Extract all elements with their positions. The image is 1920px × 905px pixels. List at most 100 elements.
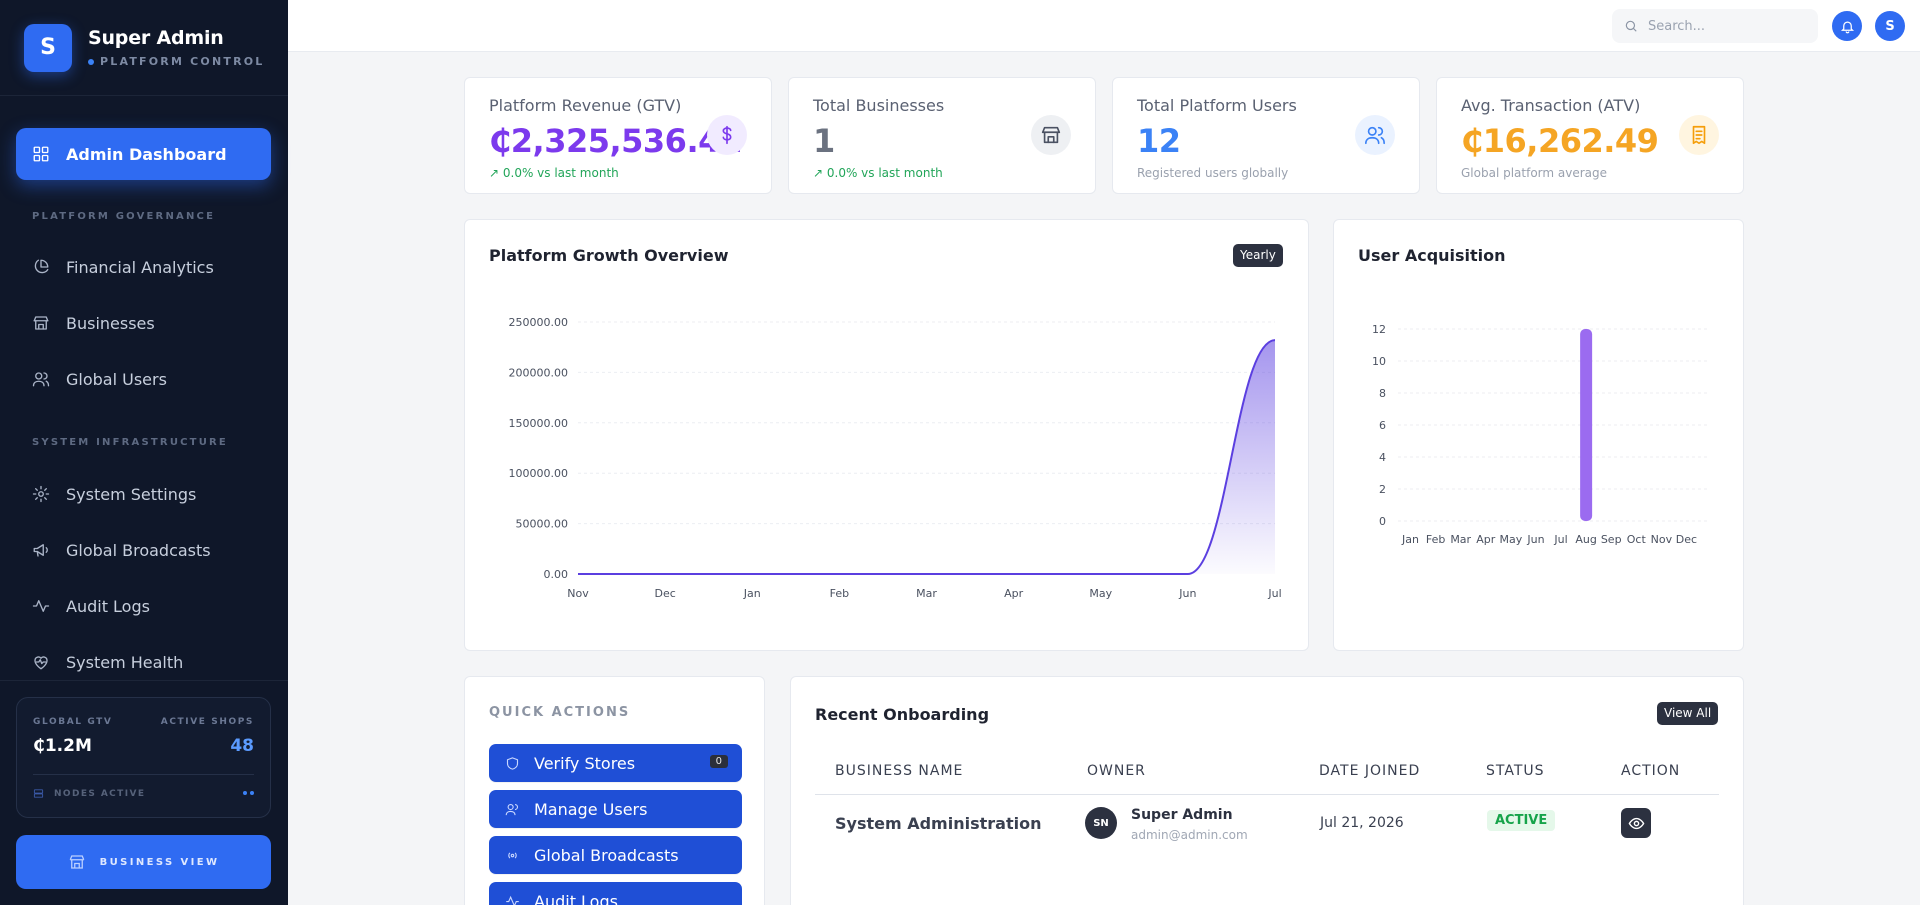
nav-section-platform-governance: PLATFORM GOVERNANCE [32, 211, 216, 222]
y-tick-label: 200000.00 [509, 366, 569, 379]
x-tick-label: Sep [1601, 533, 1622, 546]
brand: S Super Admin PLATFORM CONTROL [0, 0, 288, 96]
series-line [577, 339, 1276, 576]
megaphone-icon [32, 541, 50, 559]
x-tick-label: Mar [916, 587, 937, 600]
x-tick-label: Nov [1651, 533, 1673, 546]
kpi-trend: ↗ 0.0% vs last month [813, 166, 943, 180]
column-header-date[interactable]: DATE JOINED [1319, 763, 1421, 779]
x-tick-label: Feb [1426, 533, 1445, 546]
y-tick-label: 4 [1379, 451, 1386, 464]
pie-chart-icon [32, 258, 50, 276]
sidebar-item-label: Global Broadcasts [66, 540, 211, 560]
nodes-indicator [243, 791, 254, 795]
platform-stats-card: GLOBAL GTV ACTIVE SHOPS ₵1.2M 48 NODES A… [16, 697, 271, 818]
store-icon [1031, 115, 1071, 155]
sidebar-item-global-broadcasts[interactable]: Global Broadcasts [32, 535, 211, 565]
sidebar-item-label: Global Users [66, 369, 167, 389]
growth-chart-panel: Platform Growth Overview Yearly 0.00 5000… [464, 219, 1309, 651]
sidebar-item-audit-logs[interactable]: Audit Logs [32, 591, 150, 621]
notifications-button[interactable] [1832, 11, 1862, 41]
owner-name: Super Admin [1131, 807, 1233, 823]
y-tick-label: 100000.00 [509, 467, 569, 480]
owner-avatar: SN [1085, 807, 1117, 839]
global-broadcasts-button[interactable]: Global Broadcasts [489, 836, 742, 874]
x-tick-label: May [1500, 533, 1523, 546]
dollar-icon [707, 115, 747, 155]
activity-icon [506, 895, 519, 905]
sidebar-item-label: Businesses [66, 313, 155, 333]
x-tick-label: Jul [1267, 587, 1281, 600]
business-name: System Administration [835, 814, 1042, 833]
eye-icon [1628, 817, 1644, 829]
users-icon [1355, 115, 1395, 155]
view-all-button[interactable]: View All [1657, 702, 1719, 725]
receipt-icon [1679, 115, 1719, 155]
search-input[interactable] [1648, 18, 1798, 34]
yearly-toggle[interactable]: Yearly [1233, 244, 1283, 267]
brand-title: Super Admin [88, 27, 224, 49]
panel-title: User Acquisition [1358, 246, 1506, 265]
sidebar-item-label: System Health [66, 652, 184, 672]
shield-icon [506, 756, 519, 770]
users-icon [505, 803, 519, 815]
search-icon [1625, 20, 1637, 32]
column-header-action[interactable]: ACTION [1621, 763, 1681, 779]
kpi-card-atv: Avg. Transaction (ATV) ₵16,262.49 Global… [1436, 77, 1744, 194]
kpi-value: 1 [813, 122, 835, 160]
table-header-divider [815, 794, 1719, 795]
sidebar-item-system-health[interactable]: System Health [32, 647, 183, 677]
business-view-button[interactable]: BUSINESS VIEW [16, 835, 271, 889]
kpi-title: Total Platform Users [1137, 96, 1297, 115]
sidebar-item-admin-dashboard[interactable]: Admin Dashboard [16, 128, 271, 180]
y-tick-label: 12 [1372, 323, 1386, 336]
column-header-business[interactable]: BUSINESS NAME [835, 763, 964, 779]
x-tick-label: Apr [1004, 587, 1024, 600]
kpi-subtitle: Registered users globally [1137, 166, 1289, 180]
top-bar: S [288, 0, 1920, 52]
series-area [578, 340, 1275, 574]
user-avatar[interactable]: S [1875, 11, 1905, 41]
manage-users-button[interactable]: Manage Users [489, 790, 742, 828]
nodes-status: NODES ACTIVE [33, 788, 145, 799]
trend-up-icon: ↗ [813, 166, 827, 180]
sidebar-item-label: Financial Analytics [66, 257, 214, 277]
x-tick-label: Nov [567, 587, 589, 600]
audit-logs-button[interactable]: Audit Logs [489, 882, 742, 905]
x-tick-label: Jan [743, 587, 761, 600]
sidebar-item-label: System Settings [66, 484, 197, 504]
kpi-value: ₵16,262.49 [1461, 122, 1659, 160]
x-tick-label: Aug [1575, 533, 1596, 546]
x-tick-label: Dec [654, 587, 675, 600]
panel-title: Platform Growth Overview [489, 246, 729, 265]
global-gtv-value: ₵1.2M [33, 736, 92, 756]
y-tick-label: 150000.00 [509, 417, 569, 430]
status-badge: ACTIVE [1487, 810, 1556, 831]
activity-icon [32, 597, 50, 615]
grid-icon [32, 145, 50, 163]
panel-title: Recent Onboarding [815, 705, 990, 724]
column-header-status[interactable]: STATUS [1486, 763, 1545, 779]
view-business-button[interactable] [1621, 808, 1651, 838]
kpi-card-businesses: Total Businesses 1 ↗ 0.0% vs last month [788, 77, 1096, 194]
sidebar-item-global-users[interactable]: Global Users [32, 364, 167, 394]
nav-section-system-infrastructure: SYSTEM INFRASTRUCTURE [32, 437, 228, 448]
user-acquisition-panel: User Acquisition 0 2 4 6 8 10 12 Jan Feb Mar Apr Ma… [1333, 219, 1744, 651]
recent-onboarding-panel: Recent Onboarding View All BUSINESS NAME… [790, 676, 1744, 905]
verify-stores-button[interactable]: Verify Stores 0 [489, 744, 742, 782]
kpi-subtitle: Global platform average [1461, 166, 1608, 180]
owner-email: admin@admin.com [1131, 828, 1248, 842]
trend-up-icon: ↗ [489, 166, 503, 180]
sidebar-item-system-settings[interactable]: System Settings [32, 479, 196, 509]
sidebar-item-financial-analytics[interactable]: Financial Analytics [32, 252, 214, 282]
sidebar: S Super Admin PLATFORM CONTROL Admin Das… [0, 0, 288, 905]
growth-area-chart: 0.00 50000.00 100000.00 150000.00 200000.00 2… [509, 316, 1282, 600]
stats-divider [33, 774, 254, 775]
y-tick-label: 2 [1379, 483, 1386, 496]
status-dot [88, 58, 94, 65]
column-header-owner[interactable]: OWNER [1087, 763, 1146, 779]
brand-logo[interactable]: S [24, 23, 72, 72]
sidebar-item-businesses[interactable]: Businesses [32, 308, 155, 338]
store-icon [32, 314, 50, 332]
server-icon [33, 789, 44, 798]
